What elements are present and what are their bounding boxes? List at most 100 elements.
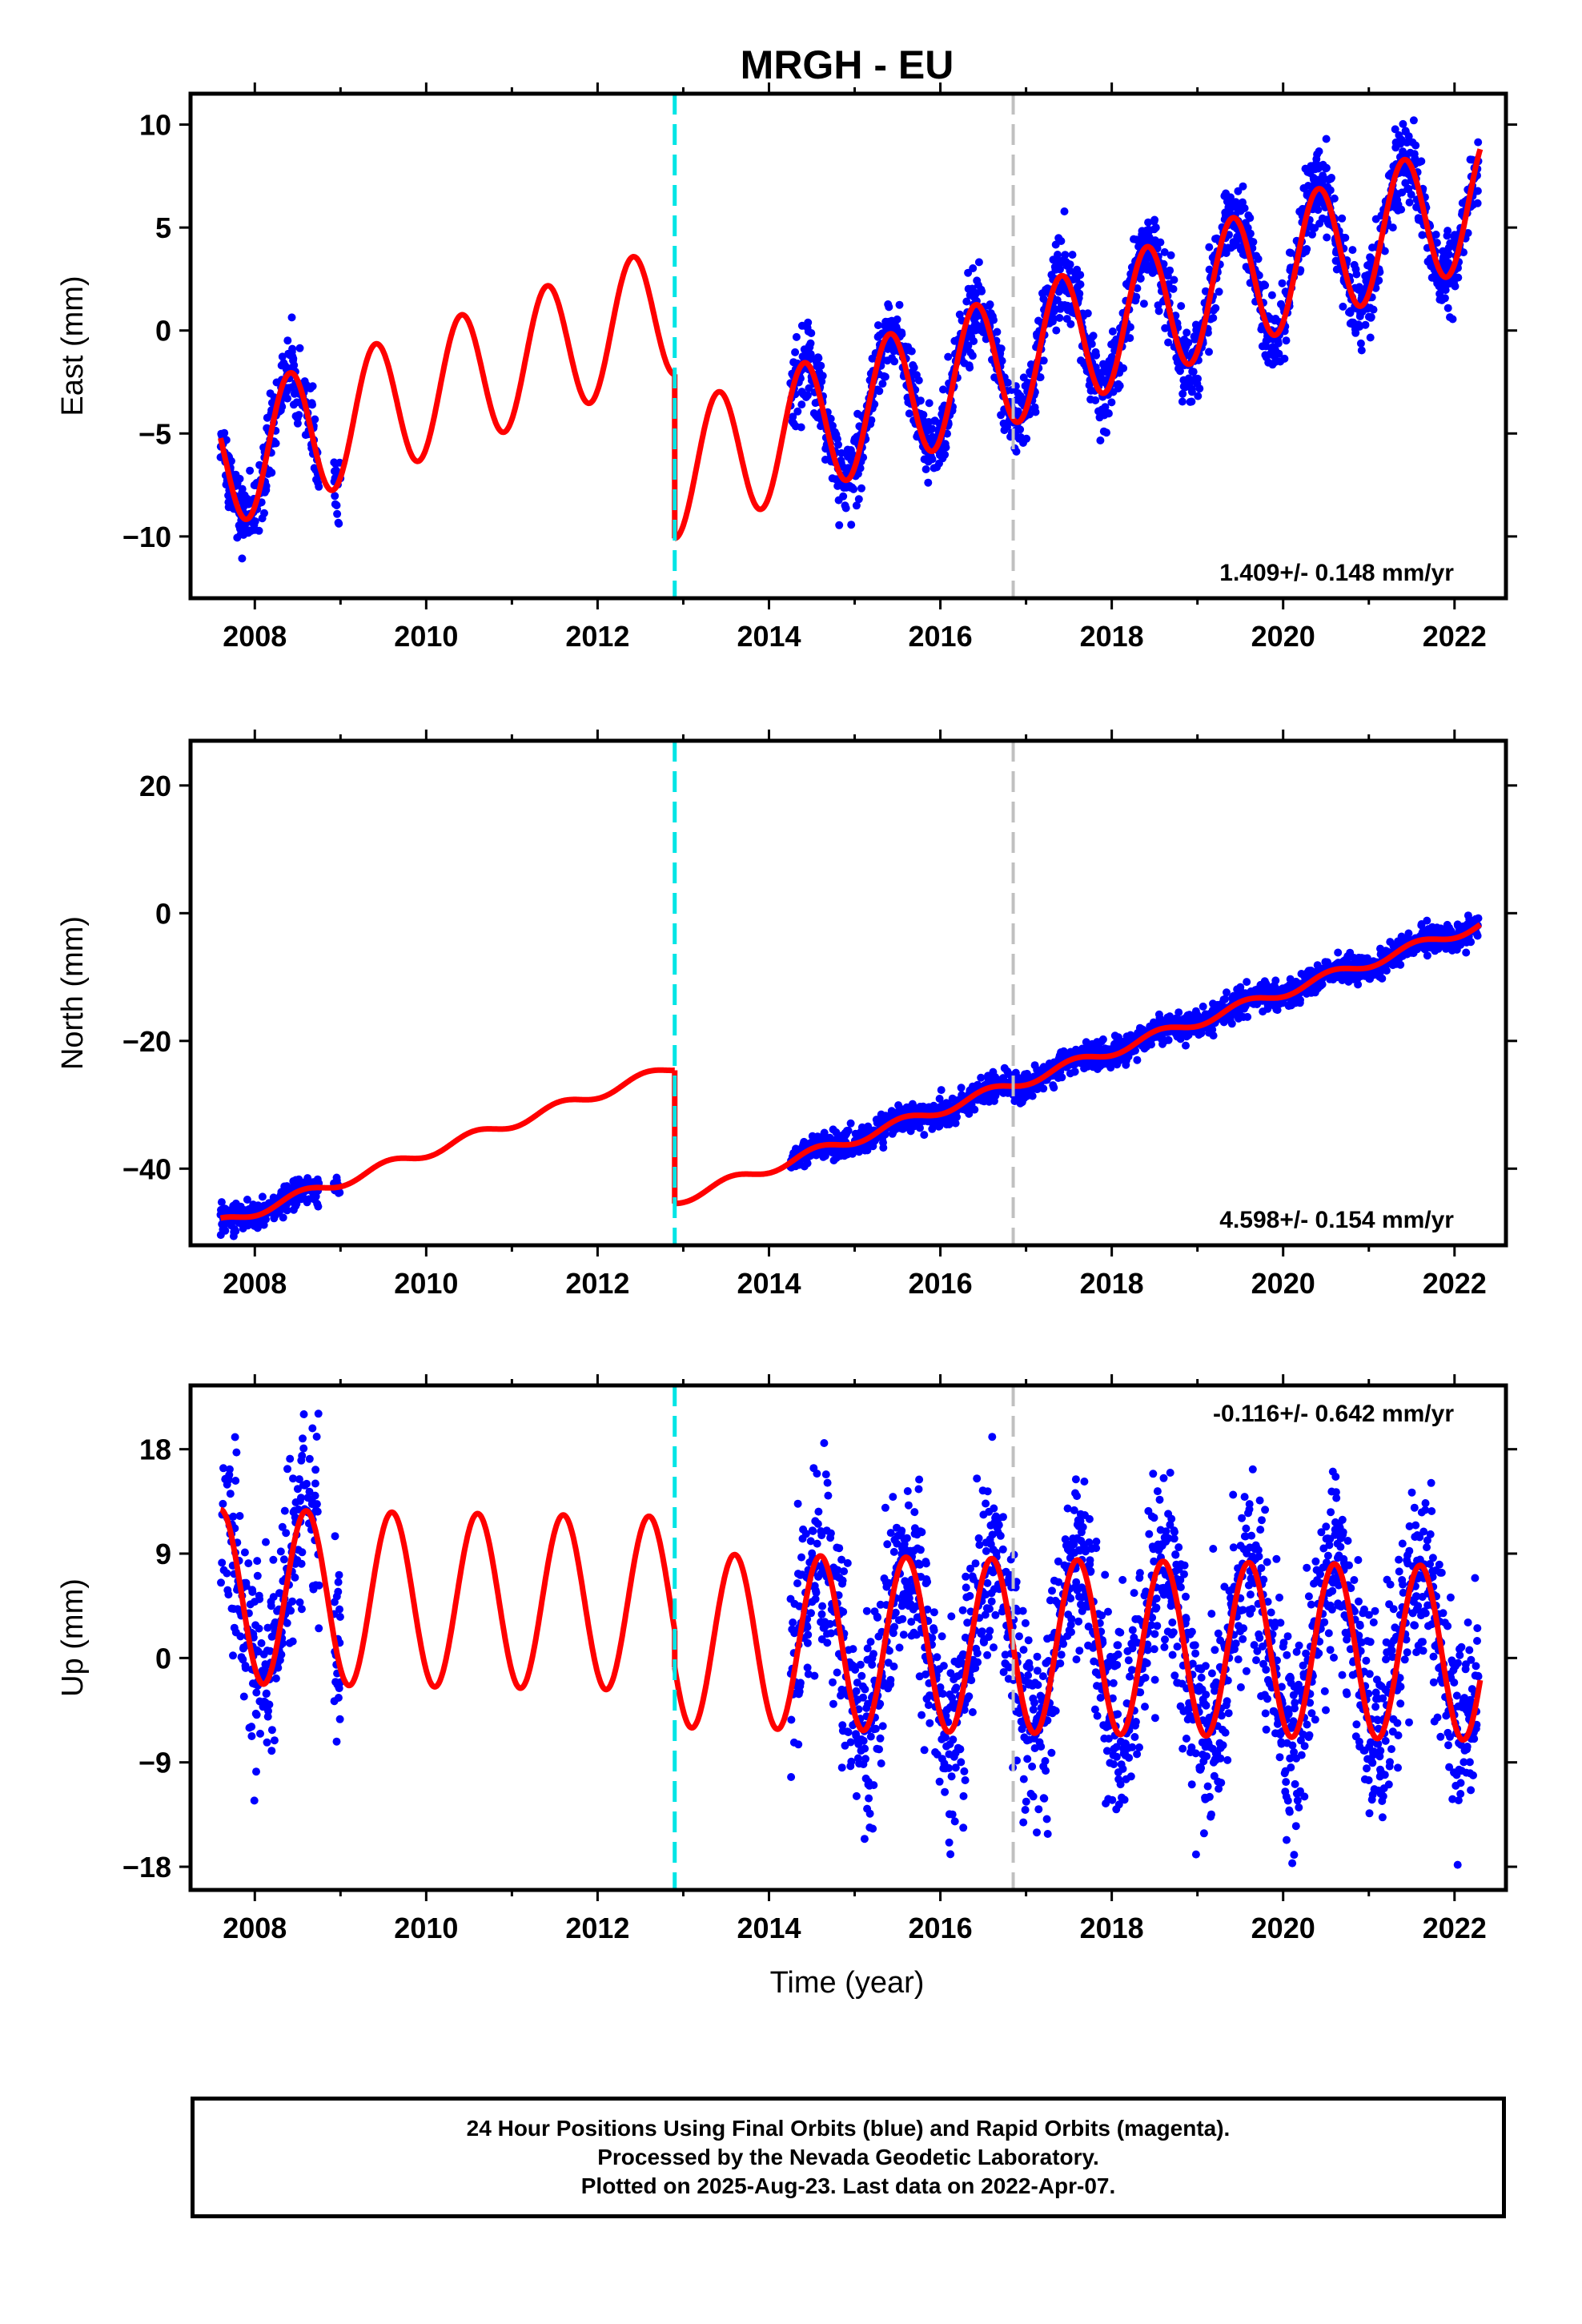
data-point [335, 1613, 344, 1621]
data-point [1271, 976, 1280, 985]
data-point [1169, 284, 1178, 293]
data-point [810, 1671, 819, 1680]
data-point [849, 1645, 857, 1654]
data-point [1101, 403, 1110, 412]
data-point [990, 316, 998, 324]
data-point [1133, 1055, 1142, 1064]
plot-frame [188, 91, 1508, 601]
data-point [844, 1728, 853, 1736]
data-point [794, 1740, 803, 1749]
data-point [315, 1581, 323, 1590]
data-point [1361, 320, 1370, 329]
data-point [1089, 332, 1098, 340]
data-point [1187, 397, 1196, 406]
data-point [841, 504, 850, 513]
data-point [1369, 305, 1378, 314]
data-point [869, 1824, 877, 1833]
data-point [1205, 243, 1214, 251]
y-tick-label: −10 [122, 521, 171, 553]
y-tick-label: 20 [139, 770, 171, 802]
data-point [1444, 250, 1453, 259]
data-point [1405, 198, 1414, 207]
data-point [806, 339, 815, 348]
data-point [335, 1570, 343, 1579]
data-point [1332, 265, 1341, 274]
data-point [1318, 980, 1327, 989]
data-point [267, 468, 276, 477]
data-point [1028, 1092, 1037, 1100]
data-point [1036, 373, 1045, 382]
data-point [1068, 251, 1077, 259]
data-point [1243, 978, 1251, 987]
model-curve-segment-1 [218, 254, 677, 522]
data-point [1126, 334, 1134, 343]
data-point [1178, 397, 1186, 406]
data-point [1356, 339, 1365, 348]
data-point [835, 1544, 844, 1553]
data-point [1326, 186, 1335, 195]
data-point [793, 407, 802, 416]
data-point [1366, 333, 1375, 342]
data-point [789, 412, 797, 421]
data-point [1022, 434, 1031, 443]
data-point [244, 500, 253, 509]
data-point [797, 423, 805, 432]
data-point [1314, 206, 1323, 215]
data-point [271, 1674, 280, 1683]
data-point [1341, 233, 1350, 242]
data-point [1240, 204, 1249, 212]
data-point [820, 1439, 829, 1447]
data-point [252, 1688, 261, 1697]
data-point [1055, 314, 1064, 322]
data-point [866, 1732, 875, 1741]
data-point [1066, 320, 1075, 328]
data-point [1177, 302, 1186, 311]
x-tick-label: 2016 [909, 620, 973, 653]
data-point [861, 1755, 869, 1763]
data-point [1474, 914, 1483, 923]
data-point [1322, 135, 1331, 143]
data-point [820, 1128, 829, 1137]
data-point [865, 1809, 874, 1818]
data-point [295, 411, 303, 420]
data-point [1057, 237, 1066, 245]
data-point [879, 1144, 888, 1152]
data-point [283, 1618, 291, 1627]
data-point [314, 1202, 323, 1211]
data-point [308, 1424, 317, 1433]
data-point [817, 1610, 826, 1618]
data-point [255, 1624, 263, 1633]
data-point [1319, 171, 1327, 180]
data-point [286, 1454, 295, 1463]
data-point [1107, 352, 1116, 361]
data-point [838, 1576, 847, 1585]
data-point [1160, 247, 1169, 256]
y-tick-label: −5 [139, 417, 171, 450]
data-point [823, 1638, 832, 1647]
data-point [1066, 260, 1074, 269]
data-point [1246, 214, 1255, 223]
data-point [235, 474, 244, 483]
data-point [861, 1744, 869, 1753]
data-point [1091, 396, 1100, 404]
x-tick-label: 2022 [1423, 1267, 1487, 1300]
data-point [315, 1624, 323, 1633]
data-point [1227, 1019, 1236, 1028]
data-point [1131, 1046, 1139, 1055]
data-point [1132, 292, 1141, 301]
data-point [231, 1227, 240, 1236]
x-tick-label: 2008 [223, 620, 287, 653]
data-point [283, 1206, 291, 1215]
data-point [1239, 182, 1247, 191]
data-point [262, 1538, 270, 1546]
data-point [262, 1215, 270, 1224]
data-point [334, 1587, 343, 1596]
data-point [1150, 215, 1159, 224]
data-point [1083, 309, 1092, 318]
data-point [247, 1732, 256, 1740]
data-point [250, 1796, 259, 1805]
data-point [998, 356, 1006, 365]
data-point [278, 352, 287, 361]
data-point [1194, 374, 1202, 383]
data-point [905, 409, 913, 418]
